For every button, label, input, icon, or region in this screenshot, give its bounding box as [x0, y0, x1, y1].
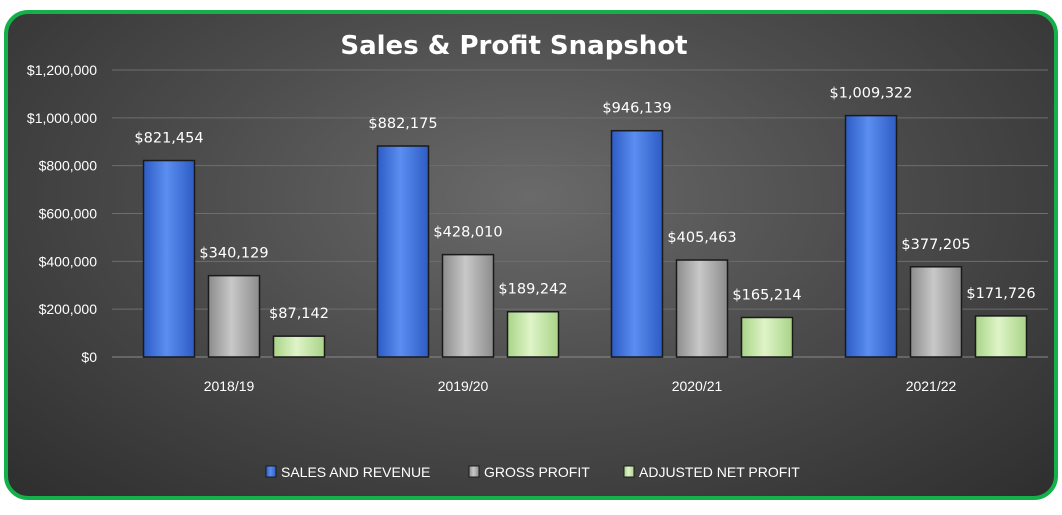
- data-label: $189,242: [498, 282, 567, 298]
- data-label: $821,454: [134, 131, 203, 147]
- data-label: $882,175: [368, 116, 437, 132]
- data-label: $1,009,322: [829, 86, 912, 102]
- x-tick-label: 2019/20: [438, 378, 489, 394]
- data-label: $87,142: [269, 306, 329, 322]
- bar-gross-profit: [441, 253, 495, 358]
- data-label: $428,010: [433, 225, 502, 241]
- bar-gross-profit: [207, 274, 261, 358]
- x-axis-ticks: 2018/19 2019/20 2020/21 2021/22: [204, 378, 957, 394]
- y-tick-label: $1,200,000: [27, 62, 97, 78]
- y-tick-label: $200,000: [39, 301, 98, 317]
- bar-adjusted-net-profit: [740, 316, 794, 358]
- bar-adjusted-net-profit: [506, 310, 560, 358]
- chart-title: Sales & Profit Snapshot: [340, 31, 687, 61]
- data-label: $405,463: [667, 230, 736, 246]
- gridlines: [112, 69, 1048, 358]
- data-label: $946,139: [602, 101, 671, 117]
- y-axis-ticks: $0 $200,000 $400,000 $600,000 $800,000 $1,000…: [27, 62, 97, 365]
- legend-label: GROSS PROFIT: [484, 464, 590, 480]
- x-tick-label: 2018/19: [204, 378, 255, 394]
- legend: SALES AND REVENUE GROSS PROFIT ADJUSTED NE…: [265, 464, 800, 480]
- x-tick-label: 2021/22: [906, 378, 957, 394]
- bar-sales-and-revenue: [376, 145, 430, 358]
- legend-swatch: [265, 465, 277, 478]
- data-label: $377,205: [901, 237, 970, 253]
- y-tick-label: $1,000,000: [27, 110, 97, 126]
- y-tick-label: $600,000: [39, 206, 98, 222]
- chart-canvas: Sales & Profit Snapshot $0 $200,000 $400,0…: [27, 31, 1048, 480]
- bar-gross-profit: [675, 259, 729, 358]
- bar-adjusted-net-profit: [272, 335, 326, 358]
- data-label: $340,129: [199, 246, 268, 262]
- bars: [142, 114, 1028, 358]
- legend-swatch: [468, 465, 480, 478]
- data-label: $171,726: [966, 286, 1035, 302]
- legend-swatch: [623, 465, 635, 478]
- chart-frame: Sales & Profit Snapshot $0 $200,000 $400,0…: [4, 10, 1058, 500]
- bar-sales-and-revenue: [142, 159, 196, 358]
- y-tick-label: $400,000: [39, 253, 98, 269]
- bar-sales-and-revenue: [610, 129, 664, 358]
- bar-adjusted-net-profit: [974, 315, 1028, 358]
- data-labels: $821,454 $340,129 $87,142 $882,175 $428,010 $…: [134, 86, 1035, 323]
- x-tick-label: 2020/21: [672, 378, 723, 394]
- y-tick-label: $800,000: [39, 158, 98, 174]
- legend-label: SALES AND REVENUE: [281, 464, 430, 480]
- data-label: $165,214: [732, 287, 801, 303]
- bar-gross-profit: [909, 266, 963, 358]
- bar-sales-and-revenue: [844, 114, 898, 358]
- y-tick-label: $0: [81, 349, 97, 365]
- legend-label: ADJUSTED NET PROFIT: [639, 464, 800, 480]
